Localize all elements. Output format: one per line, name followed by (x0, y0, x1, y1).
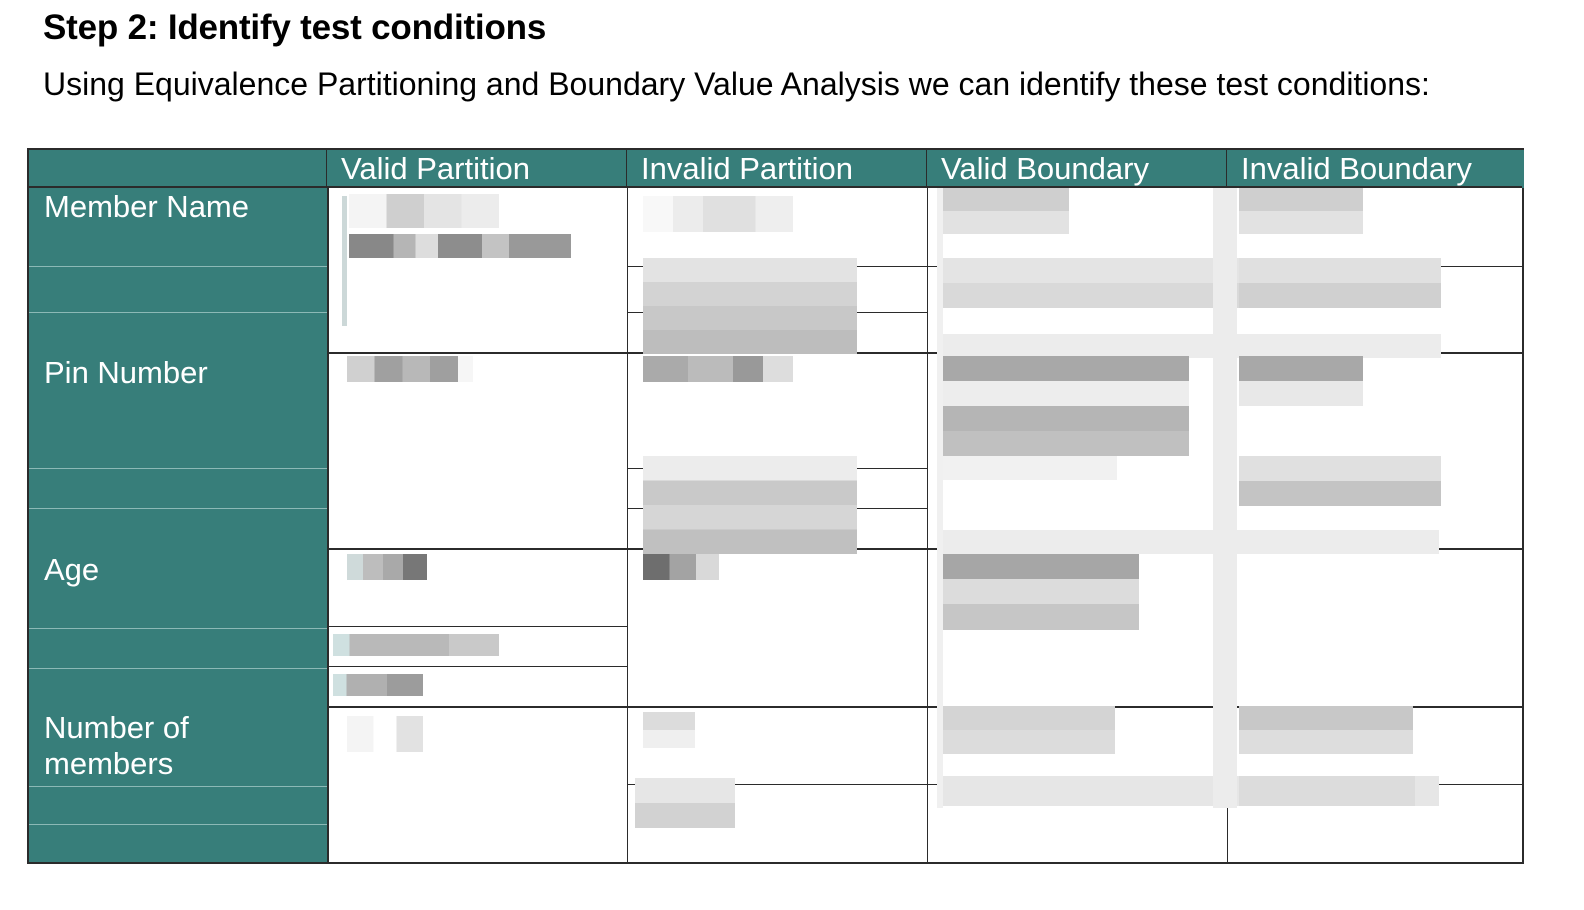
subrow-divider (327, 666, 627, 667)
row-divider (327, 352, 1522, 354)
column-divider (927, 188, 928, 862)
row-subdivider (29, 628, 327, 629)
row-label-number-of-members: Number of members (44, 710, 189, 781)
header-valid-boundary: Valid Boundary (927, 150, 1227, 188)
redacted-text-block (349, 194, 499, 228)
redacted-text-block (941, 356, 1189, 456)
row-label-age: Age (44, 552, 100, 587)
redacted-text-block (1239, 334, 1441, 358)
row-subdivider (29, 312, 327, 313)
row-subdivider (29, 824, 327, 825)
column-divider (627, 188, 628, 862)
test-conditions-table: Valid Partition Invalid Partition Valid … (27, 148, 1524, 864)
header-valid-partition: Valid Partition (327, 150, 627, 188)
redacted-text-block (1239, 258, 1441, 308)
redacted-text-block (643, 712, 695, 748)
header-empty-cell (29, 150, 327, 188)
intro-text: Using Equivalence Partitioning and Bound… (43, 66, 1430, 102)
header-invalid-boundary: Invalid Boundary (1227, 150, 1524, 188)
redacted-text-block (941, 188, 1069, 234)
redacted-text-block (347, 716, 423, 752)
row-subdivider (29, 508, 327, 509)
header-divider (29, 186, 1522, 188)
redacted-text-block (635, 778, 735, 828)
redacted-text-block (643, 356, 793, 382)
row-label-column: Member Name Pin Number Age Number of mem… (29, 188, 329, 862)
redacted-text-block (643, 456, 857, 554)
redacted-text-block (643, 258, 857, 354)
redacted-text-block (1239, 706, 1413, 754)
redacted-mark (342, 196, 347, 326)
row-label-member-name: Member Name (44, 189, 249, 224)
redacted-text-block (1239, 188, 1363, 234)
row-subdivider (29, 668, 327, 669)
row-label-pin-number: Pin Number (44, 355, 208, 390)
redacted-text-block (941, 456, 1117, 480)
redacted-mark (1213, 188, 1237, 808)
redacted-text-block (1239, 776, 1415, 806)
page-title: Step 2: Identify test conditions (43, 8, 547, 47)
redacted-text-block (643, 196, 793, 232)
redacted-text-block (347, 356, 473, 382)
redacted-text-block (347, 554, 427, 580)
subrow-divider (327, 626, 627, 627)
redacted-mark (937, 188, 943, 808)
redacted-text-block (1239, 456, 1441, 506)
redacted-text-block (333, 674, 423, 696)
redacted-text-block (941, 554, 1139, 630)
redacted-text-block (643, 554, 719, 580)
row-subdivider (29, 266, 327, 267)
row-divider (327, 706, 1522, 708)
row-divider (327, 548, 1522, 550)
row-subdivider (29, 786, 327, 787)
redacted-text-block (941, 706, 1115, 754)
row-subdivider (29, 468, 327, 469)
redacted-text-block (939, 530, 1439, 554)
header-invalid-partition: Invalid Partition (627, 150, 927, 188)
redacted-text-block (333, 634, 499, 656)
redacted-text-block (1239, 356, 1363, 406)
redacted-text-block (349, 234, 571, 258)
